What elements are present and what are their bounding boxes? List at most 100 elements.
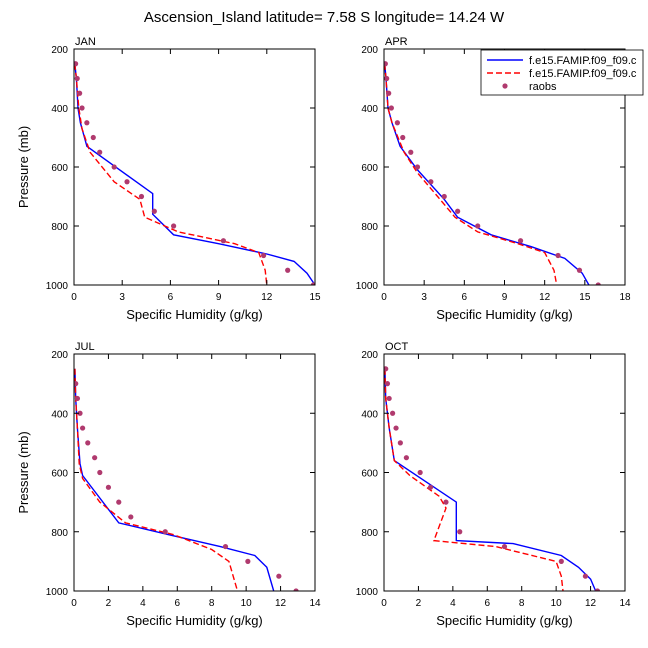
y-tick-label: 200 [361, 350, 378, 361]
x-tick-label: 0 [71, 292, 77, 303]
raobs-point [260, 252, 267, 259]
raobs-point [151, 208, 157, 214]
raobs-point [162, 529, 168, 535]
figure-title: Ascension_Island latitude= 7.58 S longit… [144, 9, 505, 26]
raobs-point [74, 395, 81, 402]
x-tick-label: 10 [241, 598, 253, 609]
raobs-point [384, 75, 390, 82]
raobs-point [582, 573, 589, 579]
legend-label: raobs [529, 81, 557, 93]
raobs-point [386, 90, 392, 96]
raobs-point [594, 588, 601, 591]
x-tick-label: 6 [175, 598, 181, 609]
y-tick-label: 600 [51, 163, 68, 174]
raobs-point [555, 252, 561, 259]
x-tick-label: 3 [119, 292, 125, 303]
y-tick-label: 400 [51, 409, 68, 420]
raobs-point [475, 223, 481, 229]
panel-label: OCT [385, 341, 409, 353]
raobs-point [128, 514, 134, 520]
raobs-point [92, 455, 98, 461]
y-tick-label: 400 [361, 104, 378, 115]
series-group [74, 61, 315, 285]
panel-apr: 0 3 6 9 12 15 18 200 400 600 800 1000 APR Specific Hu… [356, 36, 631, 322]
y-tick-label: 600 [361, 163, 378, 174]
raobs-point [138, 193, 145, 200]
raobs-point [576, 267, 583, 273]
plot-frame [73, 48, 316, 286]
x-axis-label: Specific Humidity (g/kg) [436, 613, 573, 628]
raobs-point [79, 105, 85, 111]
raobs-point [77, 410, 83, 416]
raobs-point [384, 381, 391, 387]
x-tick-label: 4 [140, 598, 146, 609]
x-tick-label: 8 [519, 598, 525, 609]
raobs-point [85, 440, 91, 446]
raobs-point [276, 573, 282, 579]
raobs-point [171, 223, 177, 229]
raobs-point [393, 425, 399, 431]
legend-label: f.e15.FAMIP.f09_f09.c [529, 55, 637, 67]
panel-label: APR [385, 36, 408, 48]
x-tick-label: 0 [381, 598, 387, 609]
series-line-dashed [74, 63, 268, 285]
x-tick-label: 6 [168, 292, 174, 303]
y-tick-label: 1000 [46, 281, 69, 292]
raobs-point [558, 558, 564, 564]
x-tick-label: 6 [485, 598, 491, 609]
raobs-point [408, 149, 414, 155]
x-tick-label: 0 [381, 292, 387, 303]
y-axis-label: Pressure (mb) [16, 431, 31, 513]
panel-label: JAN [75, 36, 96, 48]
x-tick-label: 9 [216, 292, 222, 303]
y-tick-label: 800 [51, 222, 68, 233]
raobs-point [441, 193, 447, 200]
y-tick-label: 800 [361, 528, 378, 539]
raobs-point [403, 455, 409, 461]
y-tick-label: 400 [51, 104, 68, 115]
x-tick-label: 14 [619, 598, 631, 609]
raobs-point [386, 395, 392, 402]
raobs-point [388, 105, 394, 111]
x-tick-label: 12 [585, 598, 597, 609]
x-tick-label: 4 [450, 598, 456, 609]
x-tick-label: 9 [502, 292, 508, 303]
panel-label: JUL [75, 341, 95, 353]
raobs-point [220, 238, 227, 244]
raobs-point [222, 543, 229, 550]
raobs-point [595, 282, 601, 285]
legend-marker [502, 83, 508, 89]
x-tick-label: 15 [579, 292, 591, 303]
raobs-point [384, 366, 389, 372]
panel-oct: 0 2 4 6 8 10 12 14 200 400 600 800 1000 OCT Specific H… [356, 341, 631, 628]
raobs-point [97, 469, 103, 476]
raobs-point [428, 179, 434, 185]
y-tick-label: 1000 [46, 587, 69, 598]
raobs-point [397, 440, 403, 446]
raobs-point [457, 529, 463, 535]
series-line-solid [74, 368, 275, 591]
raobs-point [293, 588, 299, 591]
raobs-point [310, 282, 315, 285]
series-line-solid [74, 63, 315, 285]
x-tick-label: 14 [309, 598, 321, 609]
x-tick-label: 2 [416, 598, 422, 609]
legend-entry: raobs [502, 81, 557, 93]
series-line-dashed [384, 368, 564, 591]
y-axis-label: Pressure (mb) [16, 126, 31, 208]
x-tick-label: 8 [209, 598, 215, 609]
raobs-point [285, 267, 291, 273]
legend-entry: f.e15.FAMIP.f09_f09.c [487, 55, 637, 67]
raobs-point [84, 120, 90, 126]
plot-frame [73, 353, 316, 592]
x-tick-label: 12 [275, 598, 287, 609]
legend-label: f.e15.FAMIP.f09_f09.c [529, 68, 637, 80]
raobs-point [74, 75, 80, 82]
panel-jul: 0 2 4 6 8 10 12 14 200 400 600 800 1000 JUL Specific H… [16, 341, 321, 628]
raobs-point [394, 120, 400, 126]
x-tick-label: 15 [309, 292, 321, 303]
series-group [384, 366, 601, 591]
raobs-point [116, 499, 122, 505]
x-tick-label: 10 [551, 598, 563, 609]
